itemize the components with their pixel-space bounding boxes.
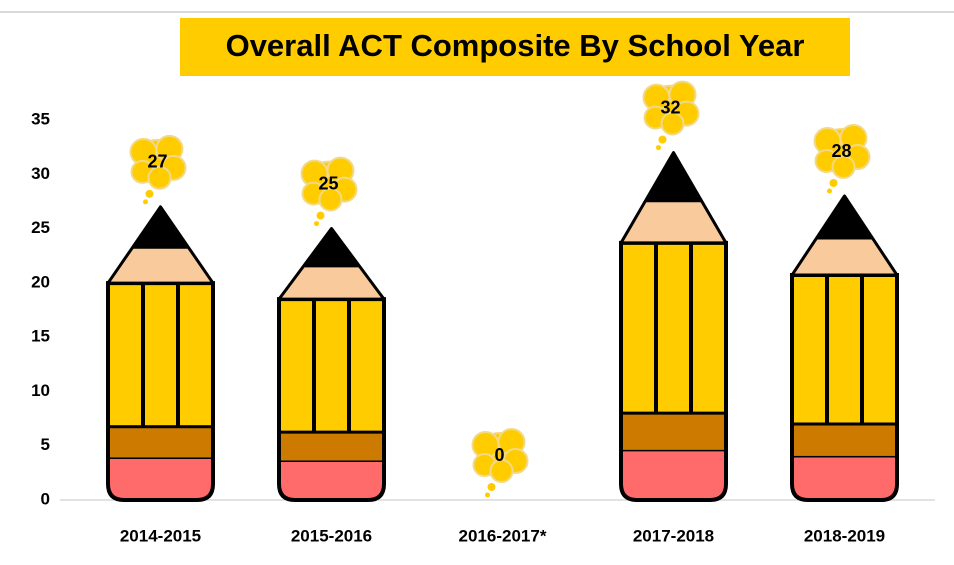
value-label-cloud xyxy=(827,188,832,194)
pencil-outline xyxy=(790,273,899,502)
value-label-cloud xyxy=(489,459,514,483)
value-label: 25 xyxy=(318,173,338,193)
y-tick-label: 25 xyxy=(31,218,50,237)
value-label-cloud xyxy=(147,165,172,190)
x-tick-label: 2018-2019 xyxy=(804,526,885,545)
pencil-lead xyxy=(131,206,190,249)
y-tick-label: 0 xyxy=(41,489,50,508)
x-tick-label: 2017-2018 xyxy=(633,526,714,545)
value-label-cloud xyxy=(658,135,667,144)
pencil-eraser xyxy=(279,462,384,500)
pencil-lead xyxy=(644,152,703,203)
pencil-ferrule xyxy=(277,430,386,464)
value-label-cloud xyxy=(487,483,496,491)
y-tick-label: 20 xyxy=(31,272,50,291)
value-label: 28 xyxy=(831,141,851,161)
pencil-eraser xyxy=(621,451,726,500)
value-label-cloud xyxy=(318,187,343,212)
x-tick-label: 2015-2016 xyxy=(291,526,372,545)
pencil-ferrule xyxy=(790,422,899,459)
y-tick-label: 30 xyxy=(31,164,50,183)
value-label-cloud xyxy=(660,111,685,136)
value-label-cloud xyxy=(143,199,148,205)
value-label: 27 xyxy=(147,152,167,172)
value-label-cloud xyxy=(485,492,490,498)
chart-title: Overall ACT Composite By School Year xyxy=(226,28,805,63)
value-label-cloud xyxy=(831,155,856,179)
y-tick-label: 15 xyxy=(31,327,50,346)
value-label-cloud xyxy=(314,221,319,227)
value-label-cloud xyxy=(656,145,661,151)
value-label: 0 xyxy=(494,445,504,465)
value-label-cloud xyxy=(829,179,838,187)
x-tick-label: 2014-2015 xyxy=(120,526,201,545)
pencil-outline xyxy=(619,240,728,502)
pencil-lead xyxy=(302,228,361,268)
value-label-cloud xyxy=(316,211,325,220)
title-box xyxy=(180,18,850,76)
pencil-outline xyxy=(106,281,215,502)
value-label-cloud xyxy=(145,189,154,198)
value-label: 32 xyxy=(660,97,680,117)
pencil-ferrule xyxy=(106,425,215,461)
y-tick-label: 10 xyxy=(31,381,50,400)
y-tick-label: 5 xyxy=(41,435,50,454)
pencil-outline xyxy=(277,297,386,502)
x-tick-label: 2016-2017* xyxy=(459,526,547,545)
pencil-lead xyxy=(815,196,874,240)
pencil-ferrule xyxy=(619,411,728,453)
pencil-eraser xyxy=(108,458,213,500)
y-tick-label: 35 xyxy=(31,109,50,128)
pencil-eraser xyxy=(792,457,897,500)
